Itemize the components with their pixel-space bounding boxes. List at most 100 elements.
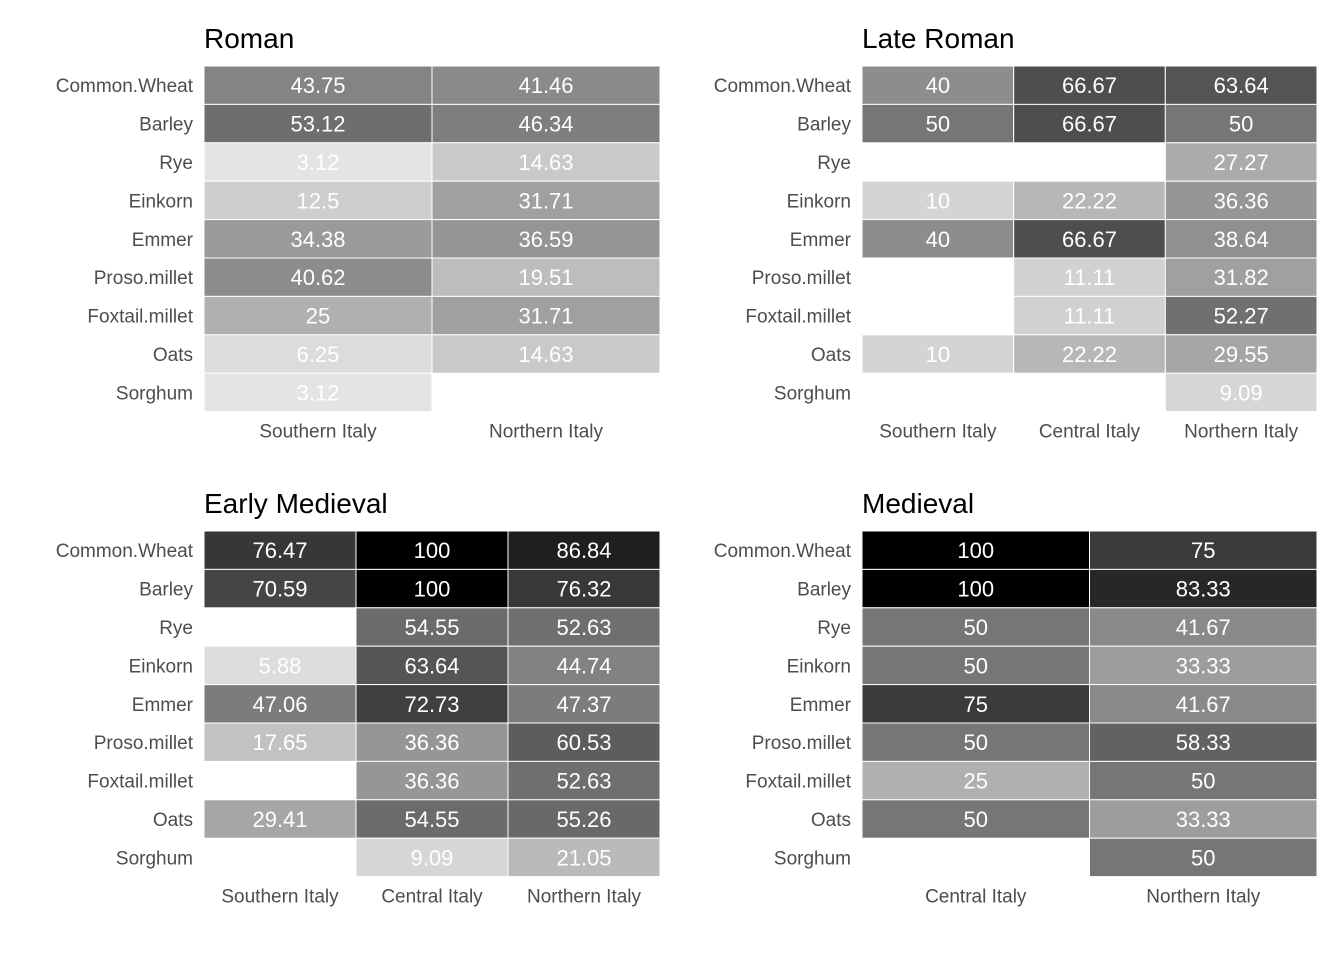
roman-tile-value-label: 3.12 [297, 380, 340, 405]
late-roman-row-label: Sorghum [774, 383, 851, 404]
late-roman-tile-value-label: 38.64 [1214, 227, 1269, 252]
early-medieval-tile-value-label: 100 [414, 538, 451, 563]
late-roman-heatmap-tile [1013, 219, 1166, 259]
early-medieval-heatmap-tile [203, 645, 357, 686]
medieval-row-label: Foxtail.millet [745, 772, 851, 793]
late-roman-tile-value-label: 29.55 [1214, 342, 1269, 367]
roman-heatmap-tile [203, 103, 433, 144]
medieval-tile-value-label: 33.33 [1176, 653, 1231, 678]
late-roman-heatmap-tile [1164, 142, 1318, 182]
roman-row-label: Rye [159, 153, 193, 174]
medieval-tile-value-label: 33.33 [1176, 807, 1231, 832]
late-roman-heatmap-tile [1164, 334, 1318, 374]
medieval-heatmap-tile [1089, 760, 1318, 801]
roman-row-label: Sorghum [116, 383, 193, 404]
medieval-tile-value-label: 75 [1191, 538, 1215, 563]
early-medieval-tile-value-label: 54.55 [404, 615, 459, 640]
roman-column-label: Northern Italy [489, 422, 604, 443]
medieval-heatmap-tile [1089, 837, 1318, 878]
roman-row-label: Oats [153, 345, 193, 366]
medieval-column-label: Central Italy [925, 887, 1027, 908]
medieval-row-label: Proso.millet [752, 733, 852, 754]
medieval-tile-value-label: 25 [964, 769, 988, 794]
late-roman-heatmap-tile [861, 103, 1015, 144]
medieval-panel-title: Medieval [862, 488, 974, 519]
roman-tile-value-label: 14.63 [518, 150, 573, 175]
early-medieval-tile-value-label: 17.65 [252, 730, 307, 755]
early-medieval-tile-value-label: 60.53 [556, 730, 611, 755]
roman-heatmap-tile [431, 295, 661, 336]
early-medieval-row-label: Common.Wheat [56, 541, 194, 562]
roman-row-label: Common.Wheat [56, 76, 194, 97]
early-medieval-tile-value-label: 47.37 [556, 692, 611, 717]
roman-tile-value-label: 6.25 [297, 342, 340, 367]
early-medieval-heatmap-tile [203, 684, 357, 724]
medieval-tile-value-label: 50 [964, 653, 988, 678]
late-roman-tile-value-label: 66.67 [1062, 73, 1117, 98]
late-roman-tile-value-label: 31.82 [1214, 265, 1269, 290]
early-medieval-column-label: Northern Italy [527, 887, 642, 908]
early-medieval-row-label: Einkorn [129, 656, 193, 677]
late-roman-row-label: Barley [797, 115, 851, 136]
medieval-tile-value-label: 41.67 [1176, 692, 1231, 717]
early-medieval-heatmap-tile [355, 799, 509, 839]
medieval-row-label: Sorghum [774, 848, 851, 869]
late-roman-row-label: Emmer [790, 230, 852, 251]
early-medieval-tile-value-label: 76.32 [556, 577, 611, 602]
roman-tile-value-label: 53.12 [290, 112, 345, 137]
late-roman-heatmap-tile [1164, 180, 1318, 221]
late-roman-tile-value-label: 10 [926, 342, 950, 367]
medieval-tile-value-label: 41.67 [1176, 615, 1231, 640]
medieval-heatmap-tile [861, 799, 1090, 839]
early-medieval-tile-value-label: 36.36 [404, 769, 459, 794]
medieval-heatmap-tile [1089, 607, 1318, 647]
late-roman-heatmap-tile [1013, 65, 1166, 105]
late-roman-tile-value-label: 9.09 [1220, 380, 1263, 405]
early-medieval-heatmap-tile [203, 722, 357, 762]
medieval-tile-value-label: 58.33 [1176, 730, 1231, 755]
roman-tile-value-label: 12.5 [297, 188, 340, 213]
medieval-row-label: Einkorn [787, 656, 851, 677]
medieval-tile-value-label: 50 [1191, 769, 1215, 794]
late-roman-row-label: Proso.millet [752, 268, 852, 289]
early-medieval-tile-value-label: 54.55 [404, 807, 459, 832]
early-medieval-heatmap-tile [507, 645, 661, 686]
medieval-heatmap-tile [861, 722, 1090, 762]
roman-heatmap-tile [431, 65, 661, 105]
early-medieval-row-label: Proso.millet [94, 733, 194, 754]
late-roman-row-label: Oats [811, 345, 851, 366]
late-roman-tile-value-label: 22.22 [1062, 342, 1117, 367]
roman-tile-value-label: 25 [306, 304, 330, 329]
late-roman-heatmap-tile [1013, 334, 1166, 374]
early-medieval-tile-value-label: 100 [414, 577, 451, 602]
roman-heatmap-tile [431, 180, 661, 221]
early-medieval-row-label: Oats [153, 810, 193, 831]
early-medieval-heatmap-tile [203, 799, 357, 839]
roman-tile-value-label: 40.62 [290, 265, 345, 290]
early-medieval-column-label: Central Italy [381, 887, 483, 908]
early-medieval-tile-value-label: 29.41 [252, 807, 307, 832]
medieval-row-label: Barley [797, 580, 851, 601]
medieval-heatmap-tile [861, 645, 1090, 686]
medieval-row-label: Common.Wheat [714, 541, 852, 562]
early-medieval-tile-value-label: 9.09 [411, 845, 454, 870]
early-medieval-tile-value-label: 70.59 [252, 577, 307, 602]
medieval-tile-value-label: 83.33 [1176, 577, 1231, 602]
early-medieval-heatmap-tile [355, 530, 509, 570]
late-roman-heatmap-tile [1164, 372, 1318, 413]
late-roman-row-label: Einkorn [787, 191, 851, 212]
early-medieval-heatmap-tile [203, 568, 357, 609]
late-roman-tile-value-label: 22.22 [1062, 188, 1117, 213]
medieval-heatmap-tile [1089, 568, 1318, 609]
late-roman-tile-value-label: 11.11 [1064, 265, 1116, 290]
roman-tile-value-label: 3.12 [297, 150, 340, 175]
late-roman-heatmap-tile [1164, 103, 1318, 144]
late-roman-heatmap-tile [861, 180, 1015, 221]
late-roman-tile-value-label: 52.27 [1214, 304, 1269, 329]
early-medieval-heatmap-tile [507, 684, 661, 724]
late-roman-panel-title: Late Roman [862, 23, 1015, 54]
medieval-tile-value-label: 50 [1191, 845, 1215, 870]
early-medieval-heatmap-tile [203, 530, 357, 570]
roman-heatmap-tile [431, 103, 661, 144]
early-medieval-tile-value-label: 36.36 [404, 730, 459, 755]
